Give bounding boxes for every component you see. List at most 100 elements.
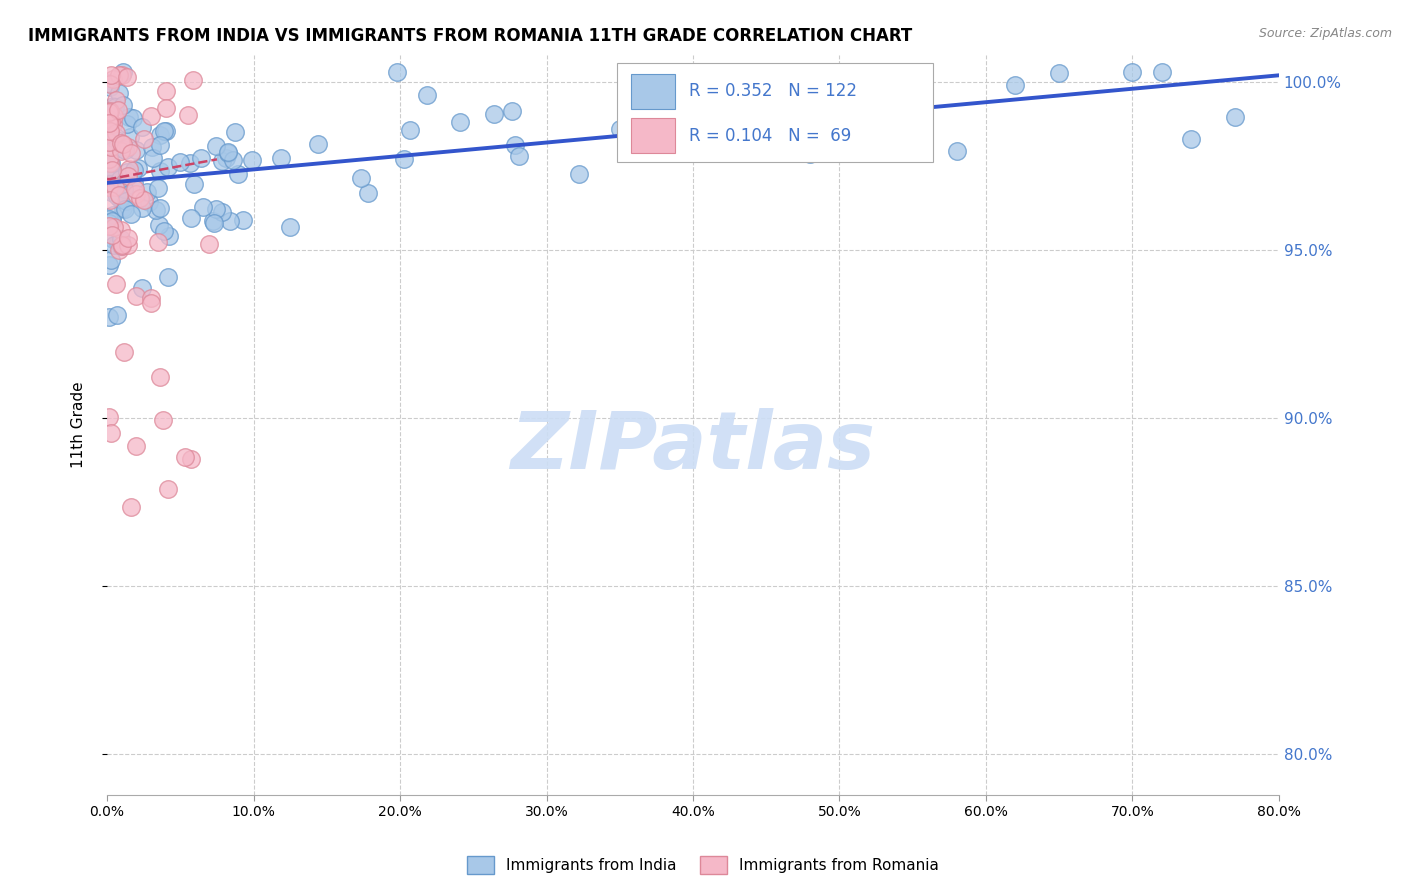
FancyBboxPatch shape xyxy=(631,74,675,109)
Point xyxy=(1004,78,1026,92)
Point xyxy=(98,193,121,207)
Point xyxy=(149,369,172,384)
Legend: Immigrants from India, Immigrants from Romania: Immigrants from India, Immigrants from R… xyxy=(461,850,945,880)
Point xyxy=(201,214,224,228)
Point xyxy=(111,172,134,186)
Point xyxy=(117,70,139,84)
Point xyxy=(101,117,124,131)
Point xyxy=(97,180,120,194)
Point xyxy=(858,100,880,114)
Point xyxy=(307,137,329,152)
Point xyxy=(111,238,134,252)
Point xyxy=(149,163,172,178)
Point xyxy=(1121,65,1143,79)
Point xyxy=(97,153,120,167)
Point xyxy=(142,151,165,165)
Point xyxy=(120,145,142,160)
Point xyxy=(131,281,153,295)
Point xyxy=(141,140,163,154)
Point xyxy=(224,125,246,139)
Point xyxy=(120,207,142,221)
Point xyxy=(149,137,172,152)
Point xyxy=(110,232,132,246)
Point xyxy=(125,439,148,453)
Point xyxy=(202,216,225,230)
Point xyxy=(112,345,135,359)
Point xyxy=(153,124,176,138)
Point xyxy=(449,114,471,128)
Point xyxy=(118,162,141,177)
Point xyxy=(98,135,121,149)
Point xyxy=(122,111,145,125)
Point xyxy=(98,156,121,170)
Point xyxy=(157,270,180,285)
Point xyxy=(105,277,128,291)
Point xyxy=(1047,66,1070,80)
Point xyxy=(482,107,505,121)
Point xyxy=(392,152,415,166)
Point xyxy=(128,191,150,205)
Point xyxy=(215,151,238,165)
Point xyxy=(120,500,142,515)
Point xyxy=(97,216,120,230)
Point xyxy=(98,163,121,178)
Point xyxy=(107,103,129,118)
Point xyxy=(139,296,162,310)
Point xyxy=(217,145,239,160)
Point xyxy=(232,213,254,227)
Point xyxy=(112,201,135,215)
Point xyxy=(108,244,131,258)
Point xyxy=(97,212,120,227)
Point xyxy=(508,149,530,163)
Point xyxy=(112,142,135,156)
Point xyxy=(357,186,380,201)
Point xyxy=(110,136,132,150)
Point xyxy=(100,252,122,267)
Point xyxy=(114,143,136,157)
Point xyxy=(111,238,134,252)
Point xyxy=(105,309,128,323)
Point xyxy=(174,450,197,465)
Point xyxy=(205,202,228,216)
Point xyxy=(108,172,131,186)
Point xyxy=(134,132,156,146)
Point xyxy=(125,289,148,303)
Text: ZIPatlas: ZIPatlas xyxy=(510,408,876,486)
Point xyxy=(103,220,125,235)
Point xyxy=(108,187,131,202)
Point xyxy=(111,68,134,82)
Point xyxy=(416,87,439,102)
Point xyxy=(108,176,131,190)
Point xyxy=(98,103,121,118)
Text: R = 0.352   N = 122: R = 0.352 N = 122 xyxy=(689,82,858,101)
Point xyxy=(148,218,170,232)
Point xyxy=(399,123,422,137)
Point xyxy=(153,224,176,238)
Point xyxy=(179,156,201,170)
Point xyxy=(100,165,122,179)
Point xyxy=(105,126,128,140)
Point xyxy=(98,80,121,95)
Point xyxy=(100,156,122,170)
Point xyxy=(226,167,249,181)
Point xyxy=(127,161,149,175)
Point xyxy=(122,177,145,191)
Point xyxy=(157,229,180,244)
Point xyxy=(1180,132,1202,146)
FancyBboxPatch shape xyxy=(631,118,675,153)
Point xyxy=(98,159,121,173)
Point xyxy=(217,145,239,160)
Point xyxy=(103,108,125,122)
Point xyxy=(157,160,180,174)
Point xyxy=(149,202,172,216)
Point xyxy=(799,147,821,161)
Point xyxy=(100,115,122,129)
Point xyxy=(156,482,179,496)
Point xyxy=(711,103,734,118)
Point xyxy=(97,258,120,272)
Point xyxy=(124,181,146,195)
Point xyxy=(901,99,924,113)
Point xyxy=(135,185,157,199)
Point xyxy=(198,237,221,252)
Point xyxy=(118,110,141,124)
